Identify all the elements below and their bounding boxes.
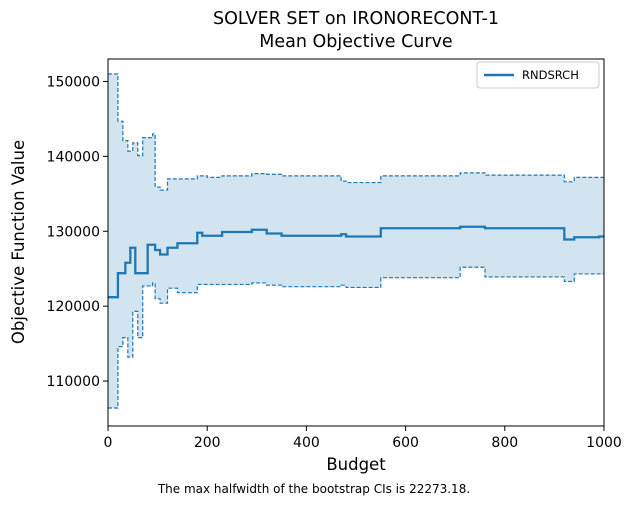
y-tick-label: 110000 bbox=[47, 374, 100, 390]
y-tick-label: 150000 bbox=[47, 74, 100, 90]
series-line-rndsrch bbox=[108, 225, 604, 299]
y-tick-label: 120000 bbox=[47, 299, 100, 315]
ci-upper-bound bbox=[108, 73, 604, 191]
x-axis-label: Budget bbox=[326, 455, 386, 474]
x-tick-label: 200 bbox=[194, 435, 221, 451]
legend: RNDSRCH bbox=[476, 61, 600, 89]
ci-band-fill bbox=[108, 73, 604, 409]
chart-title-line2: Mean Objective Curve bbox=[259, 32, 452, 52]
x-tick-label: 800 bbox=[491, 435, 518, 451]
chart-title-line1: SOLVER SET on IRONORECONT-1 bbox=[213, 9, 499, 29]
x-tick-label: 1000 bbox=[586, 435, 622, 451]
ci-band-group bbox=[108, 73, 604, 409]
y-tick-label: 140000 bbox=[47, 149, 100, 165]
x-tick-label: 400 bbox=[293, 435, 320, 451]
series-group bbox=[108, 225, 604, 299]
x-tick-label: 600 bbox=[392, 435, 419, 451]
x-ticks: 0 200 400 600 800 1000 bbox=[104, 426, 622, 451]
plot-frame bbox=[107, 58, 605, 427]
y-tick-label: 130000 bbox=[47, 224, 100, 240]
ci-lower-bound bbox=[108, 266, 604, 409]
legend-box bbox=[476, 61, 600, 89]
legend-label-rndsrch: RNDSRCH bbox=[522, 68, 579, 82]
footnote: The max halfwidth of the bootstrap CIs i… bbox=[157, 482, 470, 496]
y-axis-label: Objective Function Value bbox=[9, 140, 28, 344]
x-tick-label: 0 bbox=[104, 435, 113, 451]
y-ticks: 110000 120000 130000 140000 150000 bbox=[47, 74, 108, 390]
